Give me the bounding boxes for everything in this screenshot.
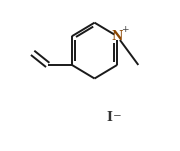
Text: N: N [111, 30, 123, 43]
Text: I: I [107, 111, 112, 124]
Text: −: − [113, 111, 122, 120]
Text: +: + [121, 25, 129, 34]
